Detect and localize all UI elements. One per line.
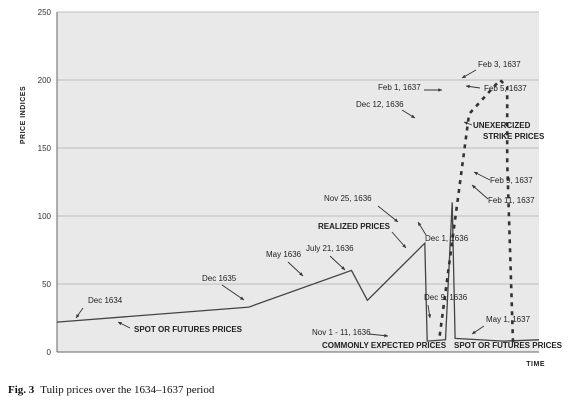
figure-number: Fig. 3 [8, 384, 35, 396]
arrowhead-unex [464, 121, 468, 125]
arrowhead-nov25 [394, 218, 398, 222]
annotation-feb11: Feb 11, 1637 [488, 196, 535, 205]
y-axis-label: PRICE INDICES [20, 86, 27, 144]
annotation-dec1635: Dec 1635 [202, 274, 237, 283]
arrowhead-feb5 [466, 84, 470, 89]
annotation-realized: REALIZED PRICES [318, 222, 391, 231]
arrowhead-feb9 [474, 172, 478, 176]
x-axis-label: TIME [526, 361, 545, 368]
annotation-feb5: Feb 5, 1637 [484, 84, 527, 93]
arrowhead-may1636 [299, 272, 303, 276]
annotation-nov1: Nov 1 - 11, 1636 [312, 328, 371, 337]
annotation-spot2: SPOT OR FUTURES PRICES [454, 341, 563, 350]
annotation-may1637: May 1, 1637 [486, 315, 531, 324]
arrowhead-dec1635 [240, 296, 244, 300]
arrowhead-jul1636 [341, 266, 345, 270]
annotation-labels: Dec 1634 SPOT OR FUTURES PRICES Dec 1635 Ma… [88, 60, 563, 350]
plot-area [57, 12, 539, 352]
arrowhead-spot1 [118, 322, 122, 326]
annotation-feb3: Feb 3, 1637 [478, 60, 521, 69]
y-tick-label-100: 100 [38, 212, 52, 221]
arrow-nov25 [377, 205, 399, 223]
annotation-unex-line-0: UNEXERCIZED [473, 121, 531, 130]
y-tick-label-250: 250 [38, 8, 52, 17]
arrowhead-nov1 [384, 333, 388, 338]
annotation-dec1: Dec 1, 1636 [425, 234, 469, 243]
annotation-unex-line-1: STRIKE PRICES [483, 132, 545, 141]
arrowhead-dec12 [411, 114, 415, 118]
annotation-jul1636: July 21, 1636 [306, 244, 354, 253]
realized-price-line [56, 202, 540, 342]
arrowhead-feb3 [462, 74, 466, 78]
y-axis-ticks: 0 50 100 150 200 250 [38, 8, 52, 357]
annotation-dec9: Dec 9, 1636 [424, 293, 468, 302]
arrowhead-may1637 [472, 330, 476, 334]
y-tick-label-150: 150 [38, 144, 52, 153]
annotation-dec12: Dec 12, 1636 [356, 100, 404, 109]
caption-text: Tulip prices over the 1634–1637 period [40, 384, 215, 396]
annotation-dec1634: Dec 1634 [88, 296, 123, 305]
grid [56, 11, 539, 353]
annotation-feb9: Feb 9, 1637 [490, 176, 533, 185]
arrowhead-dec1634 [76, 314, 80, 318]
annotation-common: COMMONLY EXPECTED PRICES [322, 341, 447, 350]
annotation-unex: UNEXERCIZED STRIKE PRICES [473, 121, 545, 141]
y-tick-label-200: 200 [38, 76, 52, 85]
annotation-arrows [75, 69, 491, 338]
annotation-may1636: May 1636 [266, 250, 302, 259]
annotation-nov25: Nov 25, 1636 [324, 194, 372, 203]
arrowhead-feb11 [472, 185, 476, 189]
figure-caption: Fig. 3 Tulip prices over the 1634–1637 pe… [8, 384, 214, 396]
y-tick-label-0: 0 [47, 348, 52, 357]
annotation-feb1: Feb 1, 1637 [378, 83, 421, 92]
arrow-dec1635 [221, 284, 245, 301]
arrowhead-realized [402, 244, 406, 248]
arrowhead-dec9 [427, 314, 432, 318]
annotation-spot1: SPOT OR FUTURES PRICES [134, 325, 243, 334]
arrowhead-feb1 [438, 88, 442, 92]
arrowhead-dec1 [418, 222, 422, 226]
y-tick-label-50: 50 [42, 280, 51, 289]
